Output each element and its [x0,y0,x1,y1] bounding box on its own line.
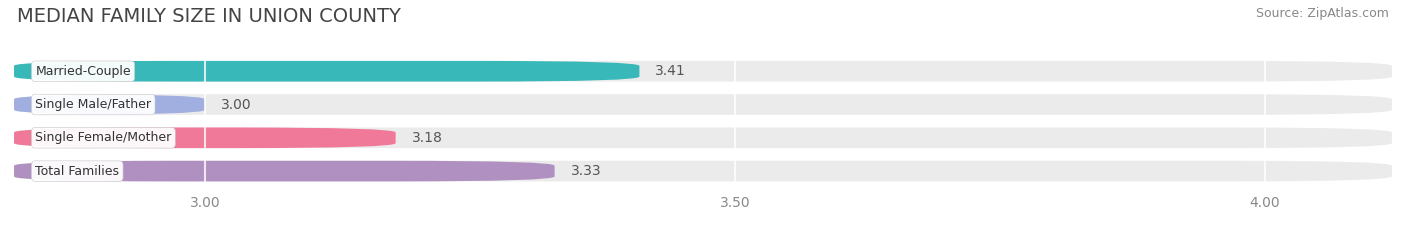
Text: Married-Couple: Married-Couple [35,65,131,78]
Text: Single Male/Father: Single Male/Father [35,98,152,111]
FancyBboxPatch shape [14,94,1392,115]
Text: Single Female/Mother: Single Female/Mother [35,131,172,144]
Text: 3.18: 3.18 [412,131,443,145]
FancyBboxPatch shape [14,161,1392,182]
FancyBboxPatch shape [14,161,554,182]
Text: Source: ZipAtlas.com: Source: ZipAtlas.com [1256,7,1389,20]
Text: 3.41: 3.41 [655,64,686,78]
Text: 3.33: 3.33 [571,164,602,178]
FancyBboxPatch shape [14,127,1392,148]
FancyBboxPatch shape [14,127,395,148]
FancyBboxPatch shape [14,61,1392,82]
Text: MEDIAN FAMILY SIZE IN UNION COUNTY: MEDIAN FAMILY SIZE IN UNION COUNTY [17,7,401,26]
FancyBboxPatch shape [14,94,205,115]
Text: 3.00: 3.00 [221,98,252,112]
FancyBboxPatch shape [14,61,640,82]
Text: Total Families: Total Families [35,164,120,178]
